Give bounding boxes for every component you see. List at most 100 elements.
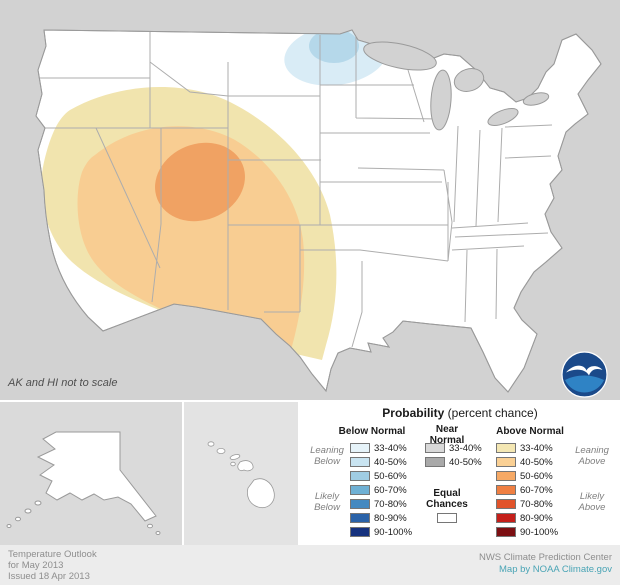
legend-row: 50-60%	[350, 469, 412, 483]
hawaii-island-lanai	[230, 461, 236, 467]
credit-source: NWS Climate Prediction Center	[478, 552, 612, 563]
below-normal-40-50-region	[309, 30, 359, 63]
legend-row-label: 33-40%	[374, 442, 407, 454]
hawaii-island-oahu	[216, 448, 226, 455]
footer: Temperature Outlook for May 2013 Issued …	[0, 545, 620, 585]
noaa-gull-icon	[566, 365, 603, 376]
aleutian-island	[24, 508, 32, 514]
legend-row-label: 33-40%	[520, 442, 553, 454]
probability-legend: Probability (percent chance) Leaning Bel…	[300, 400, 620, 545]
legend-swatch	[496, 527, 516, 537]
legend-swatch	[496, 457, 516, 467]
legend-row: 33-40%	[425, 441, 482, 455]
legend-row-label: 40-50%	[520, 456, 553, 468]
lake-superior	[363, 41, 437, 71]
legend-row-label: 90-100%	[374, 526, 413, 538]
legend-row: 33-40%	[350, 441, 412, 455]
alaska-inset	[0, 400, 184, 545]
likely-below-label: Likely Below	[314, 491, 340, 513]
legend-row-label: 80-90%	[374, 512, 407, 524]
above-normal-scale: 33-40% 40-50% 50-60% 60-70% 70-80% 80-90% 90-1…	[496, 441, 558, 539]
leaning-below-label: Leaning Below	[310, 445, 344, 467]
lake-erie	[487, 108, 519, 126]
credits: NWS Climate Prediction Center Map by NOA…	[479, 552, 612, 576]
legend-row: 40-50%	[496, 455, 558, 469]
equal-chances-swatch	[437, 513, 457, 523]
above-normal-40-50-region	[77, 126, 305, 362]
hawaii-island-molokai	[229, 454, 241, 460]
legend-swatch	[350, 499, 370, 509]
legend-swatch	[350, 513, 370, 523]
legend-row-label: 50-60%	[374, 470, 407, 482]
legend-row-label: 70-80%	[520, 498, 553, 510]
legend-swatch	[350, 527, 370, 537]
legend-swatch	[350, 457, 370, 467]
leaning-above-label: Leaning Above	[575, 445, 609, 467]
conus-map: AK and HI not to scale	[0, 0, 620, 400]
legend-row: 40-50%	[350, 455, 412, 469]
credit-link: Map by NOAA Climate.gov	[499, 564, 612, 575]
great-lakes	[363, 41, 550, 131]
above-normal-header: Above Normal	[496, 426, 564, 437]
legend-title-rest: (percent chance)	[444, 406, 538, 420]
equal-chances-label: Equal Chances	[426, 488, 468, 510]
legend-row: 50-60%	[496, 469, 558, 483]
hawaii-inset	[184, 400, 300, 545]
noaa-logo-svg	[561, 351, 608, 398]
legend-row-label: 60-70%	[520, 484, 553, 496]
legend-swatch	[425, 457, 445, 467]
legend-row-label: 70-80%	[374, 498, 407, 510]
scale-note: AK and HI not to scale	[8, 377, 118, 389]
lake-michigan	[430, 69, 452, 131]
likely-above-label: Likely Above	[578, 491, 606, 513]
aleutian-island	[15, 516, 21, 522]
legend-swatch	[425, 443, 445, 453]
lake-ontario	[522, 92, 550, 106]
caption-line-1: Temperature Outlook	[8, 549, 97, 560]
state-boundaries	[36, 30, 553, 348]
outlook-caption: Temperature Outlook for May 2013 Issued …	[8, 549, 97, 582]
aleutian-island	[34, 500, 42, 506]
legend-row: 80-90%	[496, 511, 558, 525]
legend-row-label: 40-50%	[374, 456, 407, 468]
legend-row-label: 80-90%	[520, 512, 553, 524]
noaa-logo-ocean	[565, 375, 604, 393]
aleutian-island	[6, 524, 12, 528]
near-normal-scale: 33-40% 40-50%	[425, 441, 482, 469]
legend-row-label: 33-40%	[449, 442, 482, 454]
hawaii-island-maui	[237, 460, 254, 472]
legend-row: 60-70%	[350, 483, 412, 497]
alaska-shape	[36, 431, 157, 522]
legend-title-bold: Probability	[382, 406, 445, 420]
legend-row: 80-90%	[350, 511, 412, 525]
us-border-outline	[35, 29, 602, 393]
legend-title: Probability (percent chance)	[300, 406, 620, 420]
below-normal-header: Below Normal	[338, 426, 406, 437]
lake-huron	[453, 68, 485, 92]
noaa-logo	[561, 351, 608, 398]
panhandle-island	[147, 523, 153, 529]
legend-swatch	[496, 499, 516, 509]
hawaii-island-big-island	[247, 478, 275, 509]
legend-row-label: 40-50%	[449, 456, 482, 468]
legend-row-label: 90-100%	[520, 526, 559, 538]
legend-swatch	[496, 443, 516, 453]
legend-swatch	[350, 485, 370, 495]
legend-row-label: 60-70%	[374, 484, 407, 496]
legend-swatch	[496, 471, 516, 481]
legend-row: 70-80%	[350, 497, 412, 511]
legend-row: 60-70%	[496, 483, 558, 497]
above-normal-50-60-region	[155, 142, 245, 222]
legend-row: 33-40%	[496, 441, 558, 455]
conus-map-svg	[0, 0, 620, 400]
legend-row: 90-100%	[350, 525, 412, 539]
hawaii-inset-svg	[184, 402, 298, 545]
legend-swatch	[350, 443, 370, 453]
caption-line-2: for May 2013	[8, 560, 64, 571]
probability-shading	[36, 30, 553, 362]
legend-swatch	[496, 513, 516, 523]
legend-swatch	[496, 485, 516, 495]
legend-row: 40-50%	[425, 455, 482, 469]
below-normal-scale: 33-40% 40-50% 50-60% 60-70% 70-80% 80-90% 90-1…	[350, 441, 412, 539]
